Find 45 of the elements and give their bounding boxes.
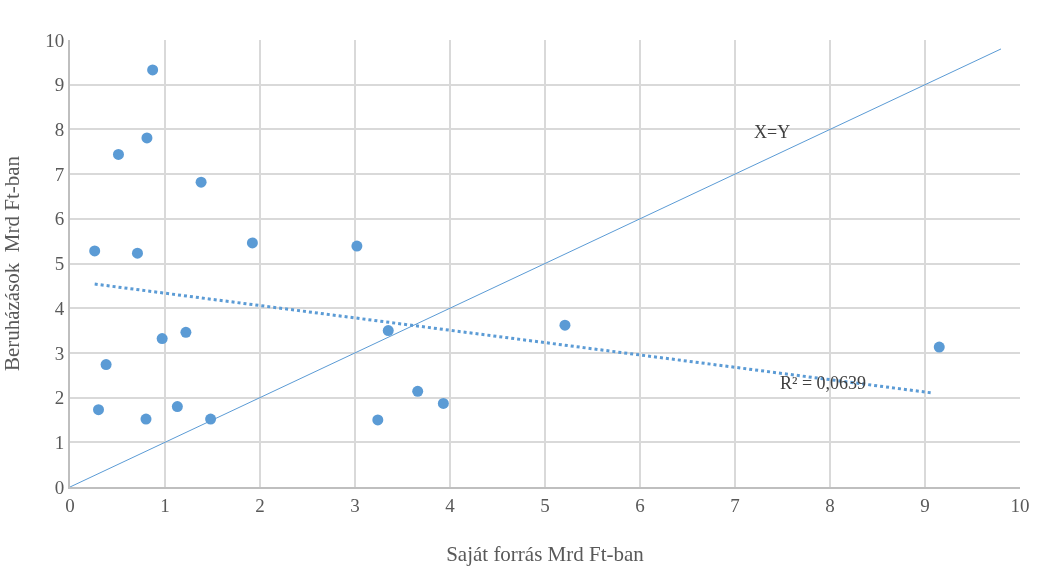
y-tick-label: 6 [54, 208, 65, 230]
point [412, 385, 424, 397]
point [141, 132, 153, 144]
point [559, 319, 571, 331]
point [382, 325, 394, 337]
point [372, 414, 384, 426]
point [437, 397, 449, 409]
x-tick-label: 2 [255, 494, 265, 516]
point [100, 359, 112, 371]
y-tick-label: 8 [54, 119, 65, 141]
y-tick-label: 1 [54, 431, 65, 453]
x-tick-label: 10 [1010, 494, 1030, 516]
point [147, 64, 159, 76]
x-axis-title: Saját forrás Mrd Ft-ban [446, 542, 645, 566]
y-tick-label: 3 [54, 342, 65, 364]
x-tick-label: 3 [350, 494, 360, 516]
annotation: X=Y [754, 122, 791, 142]
point [933, 341, 945, 353]
point [351, 240, 363, 252]
y-axis-title: Beruházások Mrd Ft-ban [0, 155, 24, 372]
annotation: R² = 0,0639 [780, 373, 867, 393]
x-tick-label: 6 [635, 494, 645, 516]
point [140, 413, 152, 425]
point [89, 245, 101, 257]
x-tick-label: 1 [160, 494, 170, 516]
point [112, 148, 124, 160]
x-tick-label: 8 [825, 494, 835, 516]
x-tick-label: 9 [920, 494, 930, 516]
point [93, 404, 104, 416]
point [171, 401, 183, 413]
point [180, 326, 192, 338]
x-tick-label: 4 [445, 494, 456, 516]
y-tick-label: 0 [54, 476, 65, 498]
point [195, 176, 207, 188]
y-tick-label: 2 [54, 387, 65, 409]
point [246, 237, 258, 249]
x-tick-label: 5 [540, 494, 550, 516]
point [156, 333, 168, 345]
x-tick-label: 7 [730, 494, 740, 516]
y-tick-label: 5 [54, 253, 65, 275]
y-tick-label: 4 [54, 297, 65, 319]
point [131, 247, 143, 259]
y-tick-label: 9 [54, 74, 65, 96]
y-tick-label: 10 [45, 29, 65, 51]
y-tick-label: 7 [54, 163, 65, 185]
